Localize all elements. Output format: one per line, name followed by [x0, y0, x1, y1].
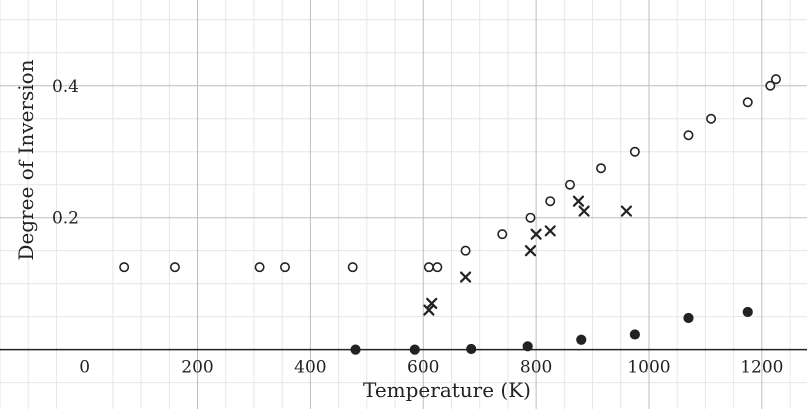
- cross-point: [572, 195, 585, 207]
- cross-point: [620, 205, 633, 217]
- filled-circle-point: [466, 343, 477, 355]
- cross-point: [530, 228, 542, 240]
- filled-circle-point: [576, 334, 587, 345]
- x-tick-label: 400: [294, 358, 326, 378]
- open-circle-point: [460, 245, 471, 256]
- open-circle-point: [279, 262, 290, 273]
- cross-point: [426, 297, 438, 310]
- x-tick-label: 600: [407, 358, 439, 378]
- open-circle-point: [770, 74, 781, 85]
- open-circle-point: [423, 262, 434, 273]
- cross-point: [459, 271, 472, 283]
- filled-circle-point: [409, 344, 420, 355]
- x-tick-labels: 0 200 400 600 800 1000 1200: [79, 358, 783, 378]
- open-circle-point: [683, 130, 694, 141]
- x-tick-label: 1200: [740, 358, 783, 378]
- open-circle-point: [525, 212, 536, 223]
- y-axis-label: Degree of Inversion: [14, 59, 38, 260]
- filled-circle-point: [629, 329, 640, 340]
- open-circle-point: [347, 262, 358, 273]
- cross-point: [423, 304, 435, 316]
- filled-circle-point: [683, 312, 694, 324]
- data-points: [119, 74, 781, 355]
- open-circle-point: [432, 262, 443, 273]
- cross-point: [544, 225, 556, 237]
- x-tick-label: 1000: [627, 358, 670, 378]
- y-tick-label: 0.2: [52, 209, 79, 229]
- open-circle-point: [564, 179, 575, 190]
- open-circle-point: [169, 262, 180, 273]
- x-axis-label: Temperature (K): [363, 378, 531, 402]
- open-circle-point: [629, 146, 640, 157]
- x-tick-label: 800: [520, 358, 552, 378]
- x-tick-label: 0: [79, 358, 90, 378]
- y-tick-label: 0.4: [52, 77, 79, 97]
- open-circle-point: [119, 262, 130, 273]
- open-circle-point: [596, 163, 607, 174]
- cross-point: [578, 205, 590, 217]
- filled-circle-point: [742, 306, 753, 318]
- x-tick-label: 200: [181, 358, 213, 378]
- open-circle-point: [742, 97, 753, 108]
- open-circle-point: [545, 196, 556, 207]
- open-circle-point: [706, 113, 717, 124]
- open-circle-point: [497, 229, 508, 240]
- open-circle-point: [765, 80, 776, 91]
- filled-circle-point: [350, 344, 361, 355]
- cross-point: [524, 245, 537, 257]
- filled-circle-point: [522, 341, 533, 352]
- open-circle-point: [254, 262, 265, 273]
- y-tick-labels: 0.2 0.4: [52, 77, 79, 229]
